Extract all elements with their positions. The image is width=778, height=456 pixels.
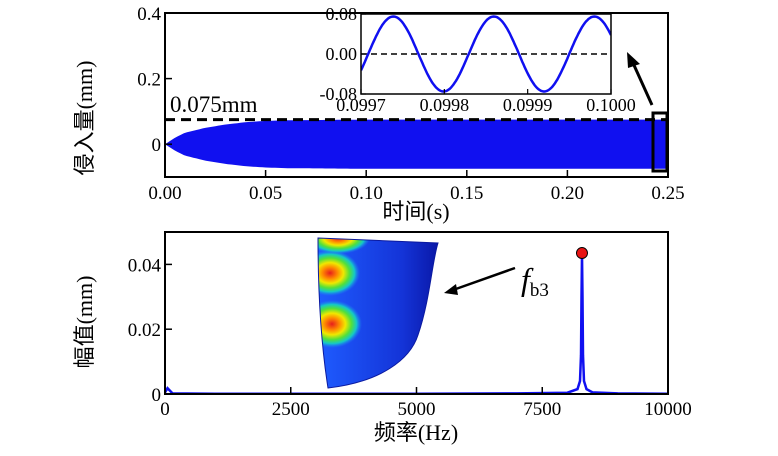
top-x-tick-label: 0.00: [148, 183, 181, 204]
inset-x-tick-label: 0.0998: [420, 95, 470, 115]
bottom-x-tick-label: 2500: [272, 399, 310, 420]
bottom-y-tick-label: 0.04: [128, 255, 162, 276]
bottom-x-axis-title: 频率(Hz): [374, 420, 458, 445]
inset-x-tick-label: 0.0999: [503, 95, 553, 115]
top-series-area: [165, 119, 668, 169]
fb3-arrow: [452, 266, 516, 292]
top-plot-frame: [164, 12, 669, 178]
inset-y-tick-label: -0.08: [320, 84, 358, 104]
top-y-tick-label: 0.2: [137, 70, 161, 91]
top-y-tick-label: 0: [152, 135, 162, 156]
top-x-axis-title: 时间(s): [382, 199, 449, 224]
top-x-tick-label: 0.10: [350, 183, 383, 204]
bottom-x-tick-label: 5000: [398, 399, 436, 420]
zoom-arrow-head: [627, 52, 640, 68]
bottom-chart: 0 2500 5000 7500 10000 0 0.02 0.04 频率(Hz) 幅值(m…: [72, 231, 692, 445]
bottom-y-tick-label: 0: [152, 385, 162, 406]
zoom-region-box: [651, 111, 669, 173]
bottom-x-axis: 0 2500 5000 7500 10000: [160, 387, 692, 420]
peak-marker: [575, 247, 588, 260]
inset-y-tick-label: 0.00: [326, 44, 358, 64]
inset-x-tick-label: 0.1000: [586, 95, 636, 115]
fea-mode-shape-image: [317, 237, 439, 389]
top-x-tick-label: 0.25: [651, 183, 684, 204]
top-y-axis: 0 0.2 0.4: [137, 4, 172, 156]
top-chart: 0.075mm 0.00 0.05 0.10 0.15 0.20 0.25 0 0.2 0.4…: [72, 4, 685, 224]
top-chart-series: [165, 119, 668, 169]
top-x-axis: 0.00 0.05 0.10 0.15 0.20 0.25: [148, 170, 685, 204]
inset-chart: 0.0997 0.0998 0.0999 0.1000 0.08 0.00 -0.08: [320, 4, 636, 115]
top-x-tick-label: 0.15: [450, 183, 483, 204]
inset-y-tick-label: 0.08: [326, 4, 358, 24]
inset-series-line: [361, 15, 611, 93]
fb3-arrow-head: [444, 284, 458, 295]
inset-x-tick-label: 0.0997: [336, 95, 386, 115]
reference-line-label: 0.075mm: [170, 92, 258, 117]
peak-label: fb3: [521, 261, 549, 301]
top-y-tick-label: 0.4: [137, 4, 161, 25]
inset-y-axis: 0.08 0.00 -0.08: [320, 4, 366, 104]
bottom-x-tick-label: 0: [160, 399, 170, 420]
inset-x-axis: 0.0997 0.0998 0.0999 0.1000: [336, 89, 636, 115]
bottom-x-tick-label: 7500: [523, 399, 561, 420]
top-x-tick-label: 0.20: [551, 183, 584, 204]
bottom-x-tick-label: 10000: [644, 399, 692, 420]
top-x-tick-label: 0.05: [249, 183, 282, 204]
zoom-arrow: [631, 62, 654, 106]
top-y-axis-title: 侵入量(mm): [72, 61, 97, 176]
bottom-y-tick-label: 0.02: [128, 320, 161, 341]
bottom-y-axis: 0 0.02 0.04: [128, 255, 172, 406]
bottom-y-axis-title: 幅值(mm): [72, 276, 97, 369]
